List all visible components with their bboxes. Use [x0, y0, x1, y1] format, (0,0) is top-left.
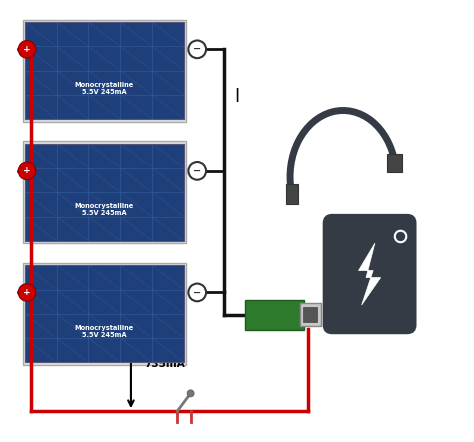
FancyBboxPatch shape — [324, 215, 415, 333]
Text: Monocrystalline
5.5V 245mA: Monocrystalline 5.5V 245mA — [75, 325, 134, 338]
FancyBboxPatch shape — [23, 141, 186, 243]
FancyBboxPatch shape — [300, 303, 320, 326]
Text: Monocrystalline
5.5V 245mA: Monocrystalline 5.5V 245mA — [75, 82, 134, 95]
Text: −: − — [193, 166, 201, 176]
Circle shape — [188, 162, 206, 180]
FancyBboxPatch shape — [23, 20, 186, 122]
FancyBboxPatch shape — [25, 144, 184, 241]
Text: 5.5V
735mA: 5.5V 735mA — [144, 348, 185, 370]
Polygon shape — [358, 243, 381, 305]
Text: +: + — [23, 288, 31, 297]
Circle shape — [18, 41, 36, 58]
FancyBboxPatch shape — [303, 308, 317, 323]
Text: Monocrystalline
5.5V 245mA: Monocrystalline 5.5V 245mA — [75, 203, 134, 216]
Text: +: + — [23, 166, 31, 175]
Text: −: − — [193, 44, 201, 54]
Text: l: l — [235, 88, 239, 106]
FancyBboxPatch shape — [25, 265, 184, 362]
Circle shape — [188, 41, 206, 58]
FancyBboxPatch shape — [25, 22, 184, 119]
FancyBboxPatch shape — [245, 300, 304, 330]
FancyBboxPatch shape — [286, 184, 299, 204]
FancyBboxPatch shape — [23, 263, 186, 365]
Circle shape — [18, 284, 36, 301]
Circle shape — [395, 231, 406, 242]
Circle shape — [188, 284, 206, 301]
Circle shape — [18, 162, 36, 180]
Text: +: + — [23, 45, 31, 54]
FancyBboxPatch shape — [387, 154, 402, 171]
Text: −: − — [193, 287, 201, 297]
Circle shape — [187, 390, 194, 397]
